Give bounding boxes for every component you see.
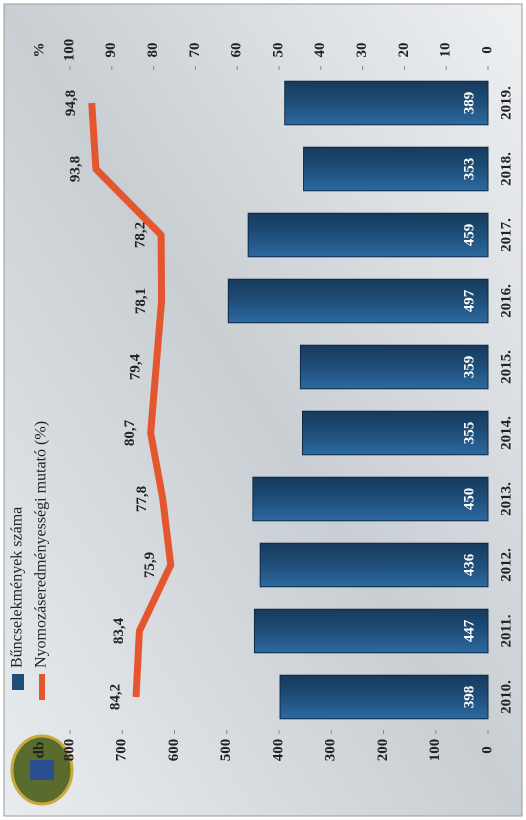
line — [88, 102, 175, 698]
x-tick-label: 2013. — [498, 482, 514, 516]
y2-tick-label: 90 — [103, 43, 119, 58]
y-tick-label: 100 — [427, 739, 443, 762]
bar — [247, 212, 489, 258]
bar-value-label: 450 — [461, 488, 477, 511]
bar-value-label: 436 — [461, 553, 477, 576]
y2-tick-label: 20 — [396, 43, 412, 58]
x-tick-label: 2015. — [498, 350, 514, 384]
y-tick-label: 700 — [114, 739, 130, 762]
x-tick-label: 2010. — [498, 680, 514, 714]
bar — [252, 476, 489, 522]
y2-tick-label: 10 — [438, 43, 454, 58]
y2-tick-label: 40 — [312, 43, 328, 58]
line-value-label: 75,9 — [142, 552, 158, 578]
bar-value-label: 353 — [461, 158, 477, 181]
bar — [303, 146, 489, 192]
y2-axis-title: % — [31, 43, 47, 58]
bar-value-label: 359 — [461, 356, 477, 379]
x-tick-label: 2017. — [498, 218, 514, 252]
bar-value-label: 398 — [461, 686, 477, 709]
line-value-label: 78,2 — [133, 222, 149, 248]
line-value-label: 83,4 — [111, 617, 127, 644]
y-axis-title: db — [31, 742, 47, 759]
line-value-label: 78,1 — [133, 288, 149, 314]
bar — [299, 344, 489, 390]
y-tick-label: 600 — [166, 739, 182, 762]
y2-tick-label: 60 — [229, 43, 245, 58]
legend-label: Nyomozáseredményességi mutató (%) — [33, 421, 50, 668]
x-tick-label: 2012. — [498, 548, 514, 582]
y2-tick-label: 70 — [187, 43, 203, 58]
bar-value-label: 447 — [461, 619, 477, 642]
y2-tick-label: 30 — [354, 43, 370, 58]
line-value-label: 77,8 — [134, 486, 150, 512]
x-tick-label: 2011. — [498, 614, 514, 647]
y2-tick-label: 50 — [270, 43, 286, 58]
y-tick-label: 800 — [61, 739, 77, 762]
y2-tick-label: 100 — [61, 39, 77, 62]
bar-value-label: 389 — [461, 92, 477, 115]
line-value-label: 84,2 — [107, 684, 123, 710]
logo — [10, 734, 74, 806]
y-tick-label: 500 — [218, 739, 234, 762]
y-tick-label: 300 — [323, 739, 339, 762]
x-tick-label: 2019. — [498, 86, 514, 120]
x-tick-label: 2014. — [498, 416, 514, 450]
line-value-label: 79,4 — [128, 353, 144, 380]
bar-value-label: 497 — [461, 289, 477, 312]
y2-tick-label: 80 — [145, 43, 161, 58]
bar — [284, 80, 489, 126]
y-tick-label: 0 — [479, 746, 495, 754]
bar — [253, 608, 489, 654]
bar — [302, 410, 489, 456]
line-value-label: 80,7 — [122, 419, 138, 446]
y-tick-label: 200 — [375, 739, 391, 762]
bar — [227, 278, 489, 324]
legend-label: Bűncselekmények száma — [9, 507, 26, 668]
line-value-label: 94,8 — [63, 90, 79, 116]
bar — [259, 542, 489, 588]
bar-value-label: 459 — [461, 224, 477, 247]
x-tick-label: 2018. — [498, 152, 514, 186]
y2-tick-label: 0 — [479, 46, 495, 54]
y-tick-label: 400 — [270, 739, 286, 762]
legend-swatch — [12, 674, 24, 690]
bar-value-label: 355 — [461, 422, 477, 445]
x-tick-label: 2016. — [498, 284, 514, 318]
line-value-label: 93,8 — [67, 156, 83, 182]
bar — [279, 674, 489, 720]
